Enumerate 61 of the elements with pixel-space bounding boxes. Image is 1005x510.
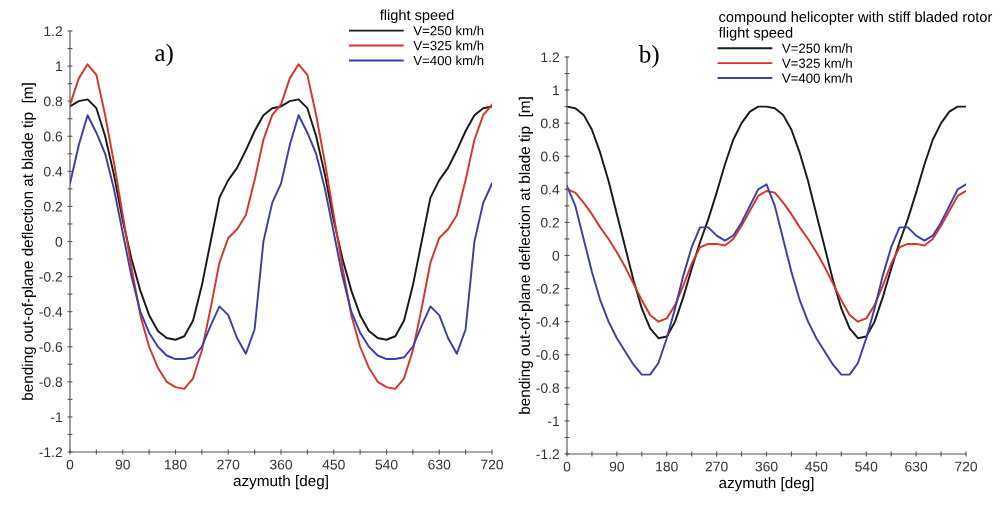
y-tick-label: -0.6 bbox=[536, 350, 560, 360]
line-series bbox=[567, 183, 966, 376]
x-tick-label: 630 bbox=[428, 459, 451, 470]
y-tick-label: 0.8 bbox=[540, 118, 560, 129]
legend-title: compound helicopter with stiff bladed rotor flight speed bbox=[718, 11, 993, 41]
legend-label: V=325 km/h bbox=[781, 58, 852, 68]
y-tick-label: -0.4 bbox=[39, 307, 63, 317]
y-axis-title: bending out-of-plane deflection at blade tip [m] bbox=[518, 97, 533, 414]
y-tick-label: 1 bbox=[553, 85, 560, 96]
y-tick-label: 0.8 bbox=[43, 96, 63, 107]
x-tick-label: 270 bbox=[705, 461, 728, 472]
line-series bbox=[567, 188, 966, 323]
x-tick-label: 540 bbox=[375, 459, 398, 470]
y-tick-label: 0.6 bbox=[540, 151, 560, 162]
annotation: b) bbox=[638, 45, 659, 68]
legend-label: V=250 km/h bbox=[781, 43, 852, 53]
y-tick-label: -0.6 bbox=[39, 342, 63, 352]
y-tick-label: 0.4 bbox=[540, 184, 560, 195]
y-tick-label: 0 bbox=[55, 236, 63, 247]
y-tick-label: 0 bbox=[552, 250, 560, 261]
y-tick-label: -0.2 bbox=[536, 283, 560, 294]
legend-label: V=325 km/h bbox=[413, 40, 484, 51]
y-tick-label: -0.8 bbox=[39, 377, 63, 387]
y-axis-title: bending out-of-plane deflection at blade tip [m] bbox=[21, 83, 36, 400]
y-tick-label: -0.8 bbox=[536, 383, 560, 393]
x-tick-label: 360 bbox=[755, 461, 778, 472]
y-tick-label: -1.2 bbox=[39, 447, 63, 458]
legend-label: V=400 km/h bbox=[781, 73, 852, 83]
y-tick-label: -0.4 bbox=[536, 317, 560, 327]
x-tick-label: 360 bbox=[269, 459, 293, 470]
x-tick-label: 180 bbox=[656, 461, 678, 472]
x-tick-label: 180 bbox=[164, 459, 187, 470]
y-tick-label: 1 bbox=[56, 61, 63, 72]
x-tick-label: 630 bbox=[905, 461, 928, 472]
annotation: a) bbox=[155, 43, 173, 67]
x-axis-title: azymuth [deg] bbox=[233, 475, 328, 490]
x-axis-title: azymuth [deg] bbox=[719, 477, 814, 492]
y-tick-label: 1.2 bbox=[541, 52, 560, 63]
y-tick-label: -1 bbox=[547, 416, 560, 426]
y-tick-label: 0.4 bbox=[43, 166, 63, 177]
legend-title: flight speed bbox=[379, 9, 454, 24]
y-tick-label: 0.6 bbox=[43, 131, 63, 142]
x-tick-label: 720 bbox=[955, 461, 978, 472]
y-tick-label: 0.2 bbox=[540, 217, 560, 228]
y-tick-label: -1.2 bbox=[536, 449, 560, 460]
x-tick-label: 450 bbox=[805, 461, 828, 472]
x-tick-label: 540 bbox=[855, 461, 878, 472]
y-tick-label: 0.2 bbox=[43, 201, 63, 212]
line-series bbox=[567, 105, 966, 340]
legend-label: V=250 km/h bbox=[413, 25, 484, 36]
y-tick-label: -1 bbox=[50, 412, 63, 422]
legend-label: V=400 km/h bbox=[413, 55, 484, 66]
x-tick-label: 720 bbox=[481, 459, 504, 470]
x-tick-label: 270 bbox=[217, 459, 240, 470]
y-tick-label: -0.2 bbox=[39, 271, 63, 282]
x-tick-label: 90 bbox=[115, 459, 130, 470]
y-tick-label: 1.2 bbox=[44, 26, 63, 37]
x-tick-label: 90 bbox=[609, 461, 625, 472]
x-tick-label: 450 bbox=[322, 459, 345, 470]
x-tick-label: 0 bbox=[66, 459, 74, 470]
x-tick-label: 0 bbox=[563, 461, 571, 472]
